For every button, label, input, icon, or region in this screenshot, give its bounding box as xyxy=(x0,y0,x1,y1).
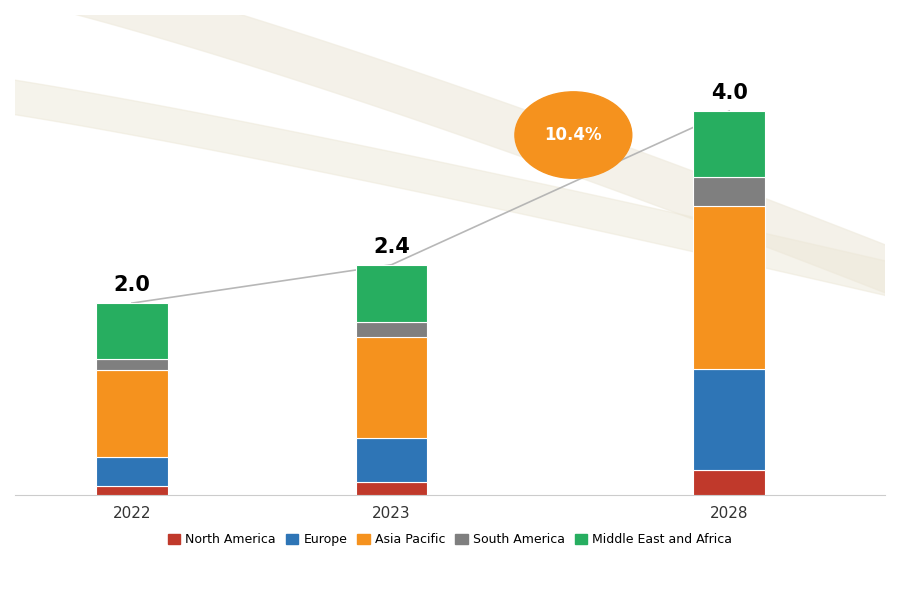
Bar xyxy=(96,303,167,359)
Bar xyxy=(96,457,167,485)
Bar xyxy=(356,437,427,482)
Text: 10.4%: 10.4% xyxy=(544,126,602,144)
Bar xyxy=(96,370,167,457)
Bar xyxy=(694,370,765,470)
Bar xyxy=(694,178,765,206)
Bar xyxy=(694,470,765,495)
Legend: North America, Europe, Asia Pacific, South America, Middle East and Africa: North America, Europe, Asia Pacific, Sou… xyxy=(163,529,737,551)
Bar xyxy=(694,206,765,370)
Bar xyxy=(356,482,427,495)
Bar xyxy=(356,322,427,337)
Bar xyxy=(356,337,427,437)
Bar xyxy=(96,359,167,370)
Text: 4.0: 4.0 xyxy=(711,83,748,103)
Bar xyxy=(356,265,427,322)
Text: 2.4: 2.4 xyxy=(374,237,410,257)
Circle shape xyxy=(515,92,632,178)
Bar xyxy=(694,111,765,178)
Text: 2.0: 2.0 xyxy=(113,275,150,295)
Bar xyxy=(96,485,167,495)
